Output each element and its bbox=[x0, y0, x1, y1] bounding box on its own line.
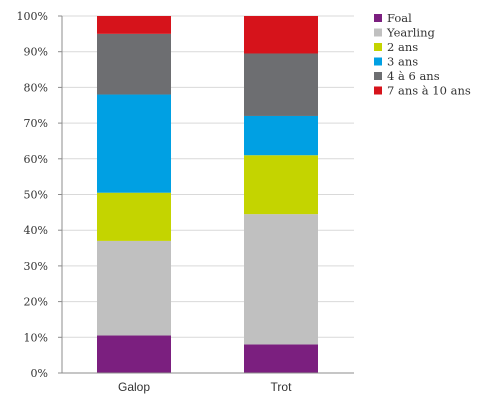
y-axis-tick-labels: 0% 10% 20% 30% 40% 50% 60% 70% 80% 90% 100% bbox=[17, 10, 48, 380]
axes bbox=[58, 15, 354, 374]
bar-stacks bbox=[97, 16, 318, 373]
bar-segment bbox=[244, 115, 318, 156]
bar-segment bbox=[244, 344, 318, 373]
x-tick-label: Trot bbox=[271, 380, 293, 394]
legend-label: Yearling bbox=[386, 26, 436, 40]
bar-segment bbox=[244, 53, 318, 116]
y-tick-label: 50% bbox=[24, 189, 48, 202]
legend-label: 7 ans à 10 ans bbox=[387, 84, 471, 98]
bar-segment bbox=[97, 335, 171, 373]
y-tick-label: 10% bbox=[24, 331, 48, 344]
bar-segment bbox=[97, 240, 171, 336]
bar-segment bbox=[97, 94, 171, 193]
bar-segment bbox=[97, 16, 171, 34]
y-tick-label: 90% bbox=[24, 46, 48, 59]
legend-swatch bbox=[374, 14, 382, 22]
y-tick-label: 30% bbox=[24, 260, 48, 273]
y-tick-label: 20% bbox=[24, 296, 48, 309]
legend-swatch bbox=[374, 86, 382, 95]
y-tick-label: 60% bbox=[24, 153, 48, 166]
legend-label: 2 ans bbox=[387, 40, 418, 54]
bar-segment bbox=[97, 192, 171, 241]
legend-label: 4 à 6 ans bbox=[387, 69, 440, 83]
legend-swatch bbox=[374, 57, 382, 66]
bar-segment bbox=[244, 155, 318, 215]
bar-segment bbox=[244, 16, 318, 54]
legend-swatch bbox=[374, 28, 382, 37]
x-axis-tick-labels: Galop Trot bbox=[118, 380, 292, 394]
legend-label: Foal bbox=[387, 11, 412, 25]
bar-segment bbox=[97, 33, 171, 95]
y-tick-label: 70% bbox=[24, 117, 48, 130]
x-tick-label: Galop bbox=[118, 380, 150, 394]
y-tick-label: 100% bbox=[17, 10, 48, 23]
legend-label: 3 ans bbox=[387, 55, 418, 69]
bar-segment bbox=[244, 214, 318, 345]
legend-swatch bbox=[374, 72, 382, 80]
y-tick-label: 0% bbox=[31, 367, 48, 380]
y-tick-label: 40% bbox=[24, 224, 48, 237]
legend-swatch bbox=[374, 43, 382, 51]
y-tick-label: 80% bbox=[24, 81, 48, 94]
